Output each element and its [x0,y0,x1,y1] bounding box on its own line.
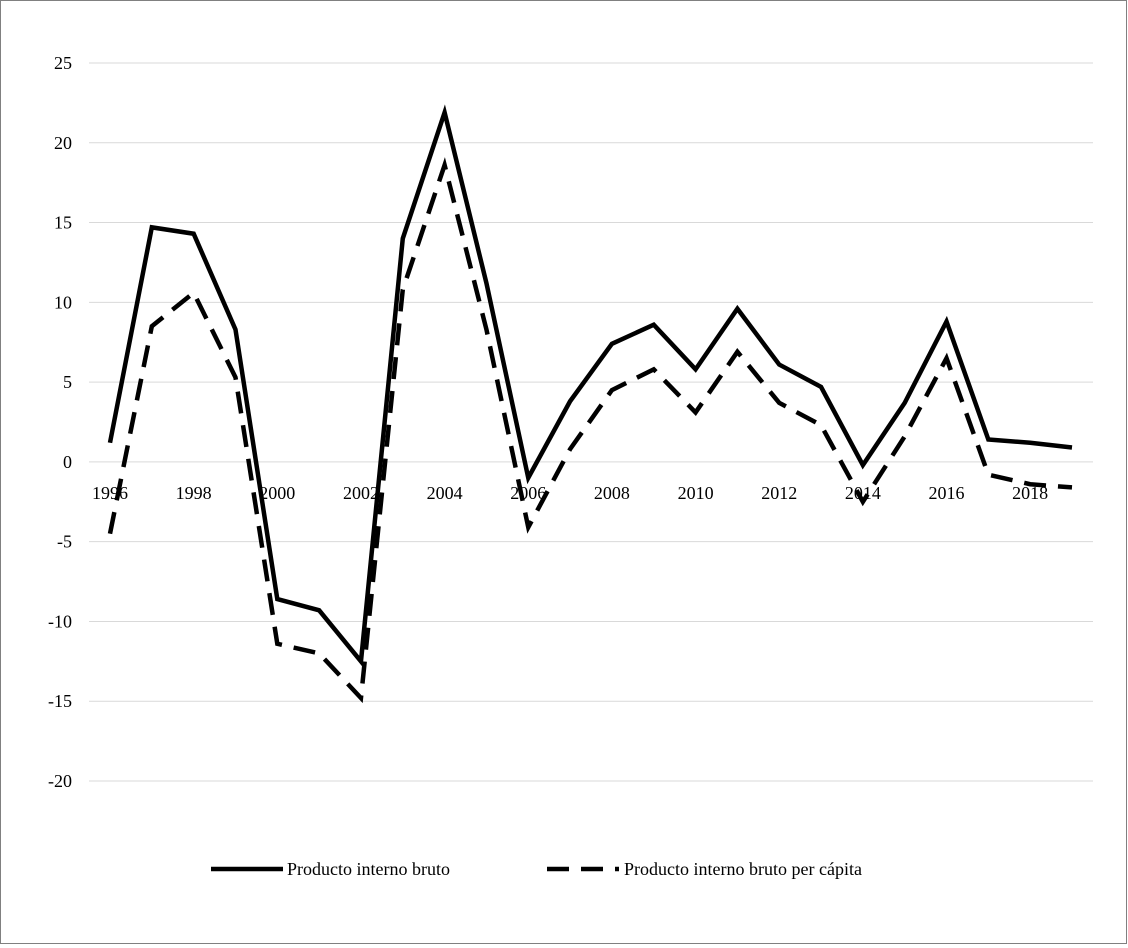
y-tick-label: 10 [54,292,72,312]
legend-label-gdp: Producto interno bruto [287,859,450,879]
legend: Producto interno bruto Producto interno … [211,859,862,879]
series-lines [110,112,1072,698]
y-tick-label: 20 [54,133,72,153]
y-tick-label: 5 [63,372,72,392]
x-tick-label: 2006 [510,483,546,503]
x-tick-label: 2008 [594,483,630,503]
x-tick-label: 2004 [427,483,463,503]
x-tick-label: 2018 [1012,483,1048,503]
y-tick-label: -15 [48,691,72,711]
x-tick-label: 1996 [92,483,128,503]
x-tick-label: 2014 [845,483,881,503]
y-tick-label: -10 [48,611,72,631]
y-tick-label: -5 [57,532,72,552]
series-line-gdp [110,112,1072,661]
x-tick-label: 2002 [343,483,379,503]
y-axis-tick-labels: 25 20 15 10 5 0 -5 -10 -15 -20 [48,53,72,791]
x-tick-label: 2012 [761,483,797,503]
x-tick-label: 2016 [929,483,965,503]
y-tick-label: 25 [54,53,72,73]
y-tick-label: -20 [48,771,72,791]
y-tick-label: 15 [54,213,72,233]
x-tick-label: 1998 [176,483,212,503]
legend-label-gdp-per-capita: Producto interno bruto per cápita [624,859,862,879]
x-tick-label: 2010 [678,483,714,503]
series-line-gdp-per-capita [110,165,1072,698]
x-axis-tick-labels: 1996 1998 2000 2002 2004 2006 2008 2010 2012 2014… [92,483,1048,503]
y-tick-label: 0 [63,452,72,472]
x-tick-label: 2000 [259,483,295,503]
